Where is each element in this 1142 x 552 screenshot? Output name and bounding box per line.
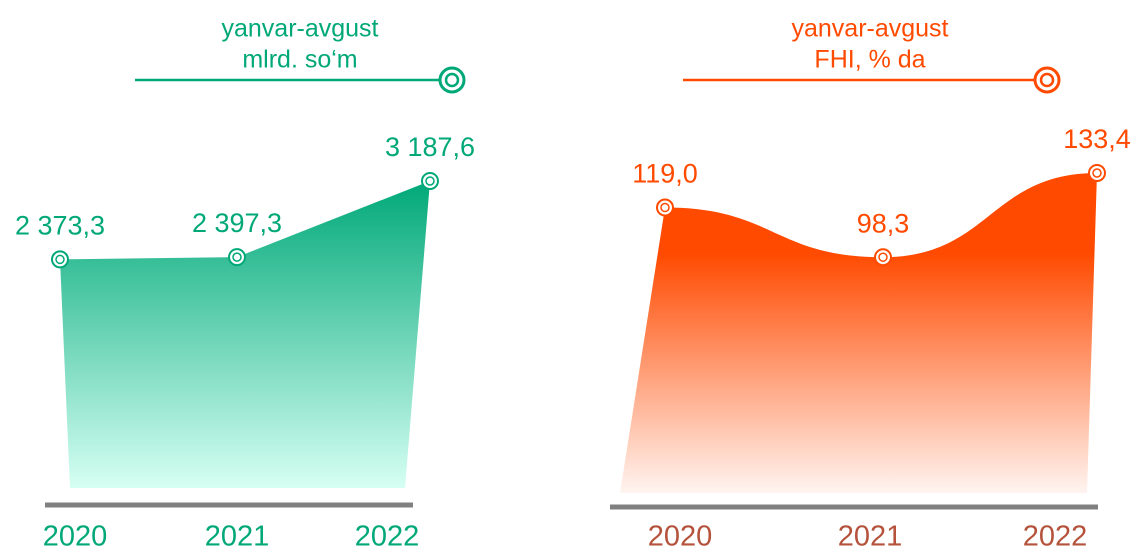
area <box>60 181 430 488</box>
value-label: 3 187,6 <box>385 132 475 162</box>
x-tick-label: 2022 <box>355 521 420 552</box>
x-tick-label: 2020 <box>43 521 108 552</box>
point-inner <box>878 252 888 262</box>
point-inner <box>232 252 242 262</box>
title-ring-inner <box>1039 72 1055 88</box>
chart-title: yanvar-avgust <box>791 15 948 43</box>
chart-title: yanvar-avgust <box>221 15 378 43</box>
chart-subtitle: FHI, % da <box>814 46 925 74</box>
point-inner <box>1092 168 1102 178</box>
point-inner <box>660 202 670 213</box>
value-label: 2 373,3 <box>15 211 105 241</box>
x-tick-label: 2022 <box>1023 521 1088 552</box>
value-label: 98,3 <box>857 208 910 238</box>
value-label: 119,0 <box>632 159 698 189</box>
title-ring-inner <box>444 72 460 88</box>
x-tick-label: 2021 <box>205 521 270 552</box>
value-label: 2 397,3 <box>192 208 282 238</box>
x-tick-label: 2021 <box>838 521 903 552</box>
value-label: 133,4 <box>1063 124 1131 154</box>
point-inner <box>425 176 435 186</box>
x-tick-label: 2020 <box>648 521 713 552</box>
point-inner <box>55 254 65 265</box>
chart-subtitle: mlrd. so‘m <box>242 46 357 74</box>
area <box>620 173 1097 493</box>
